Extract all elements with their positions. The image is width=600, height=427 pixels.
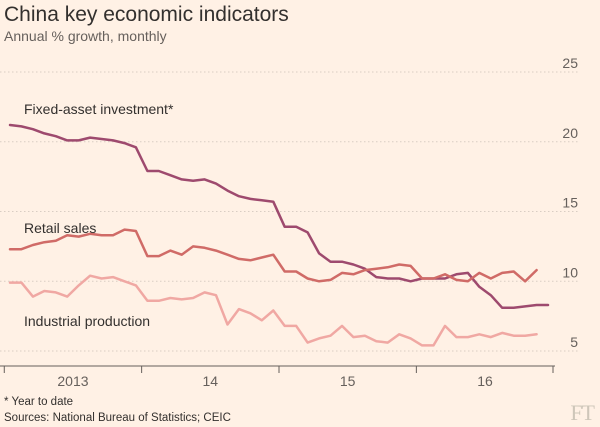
chart-title: China key economic indicators [4,3,289,26]
chart-subtitle: Annual % growth, monthly [4,28,167,44]
x-tick-label: 16 [477,373,493,389]
ft-logo: FT [570,400,595,425]
y-tick-label: 20 [562,125,578,141]
y-tick-label: 5 [570,334,578,350]
fixed-asset-investment-label: Fixed-asset investment* [24,101,174,117]
y-tick-label: 25 [562,55,578,71]
retail-sales-line [8,228,538,283]
fixed-asset-investment-line [8,123,550,310]
source-note: Sources: National Bureau of Statistics; … [4,412,231,424]
retail-sales-label: Retail sales [24,220,96,236]
y-tick-label: 10 [562,264,578,280]
industrial-production-label: Industrial production [24,313,150,329]
footnote: * Year to date [4,396,74,408]
y-tick-label: 15 [562,195,578,211]
x-tick-label: 2013 [57,373,88,389]
industrial-production-line [8,274,538,347]
x-tick-label: 15 [340,373,356,389]
line-chart: 5 10 15 20 25 2013 14 15 16 Fixed-asset investmen… [0,55,578,389]
x-tick-label: 14 [203,373,219,389]
